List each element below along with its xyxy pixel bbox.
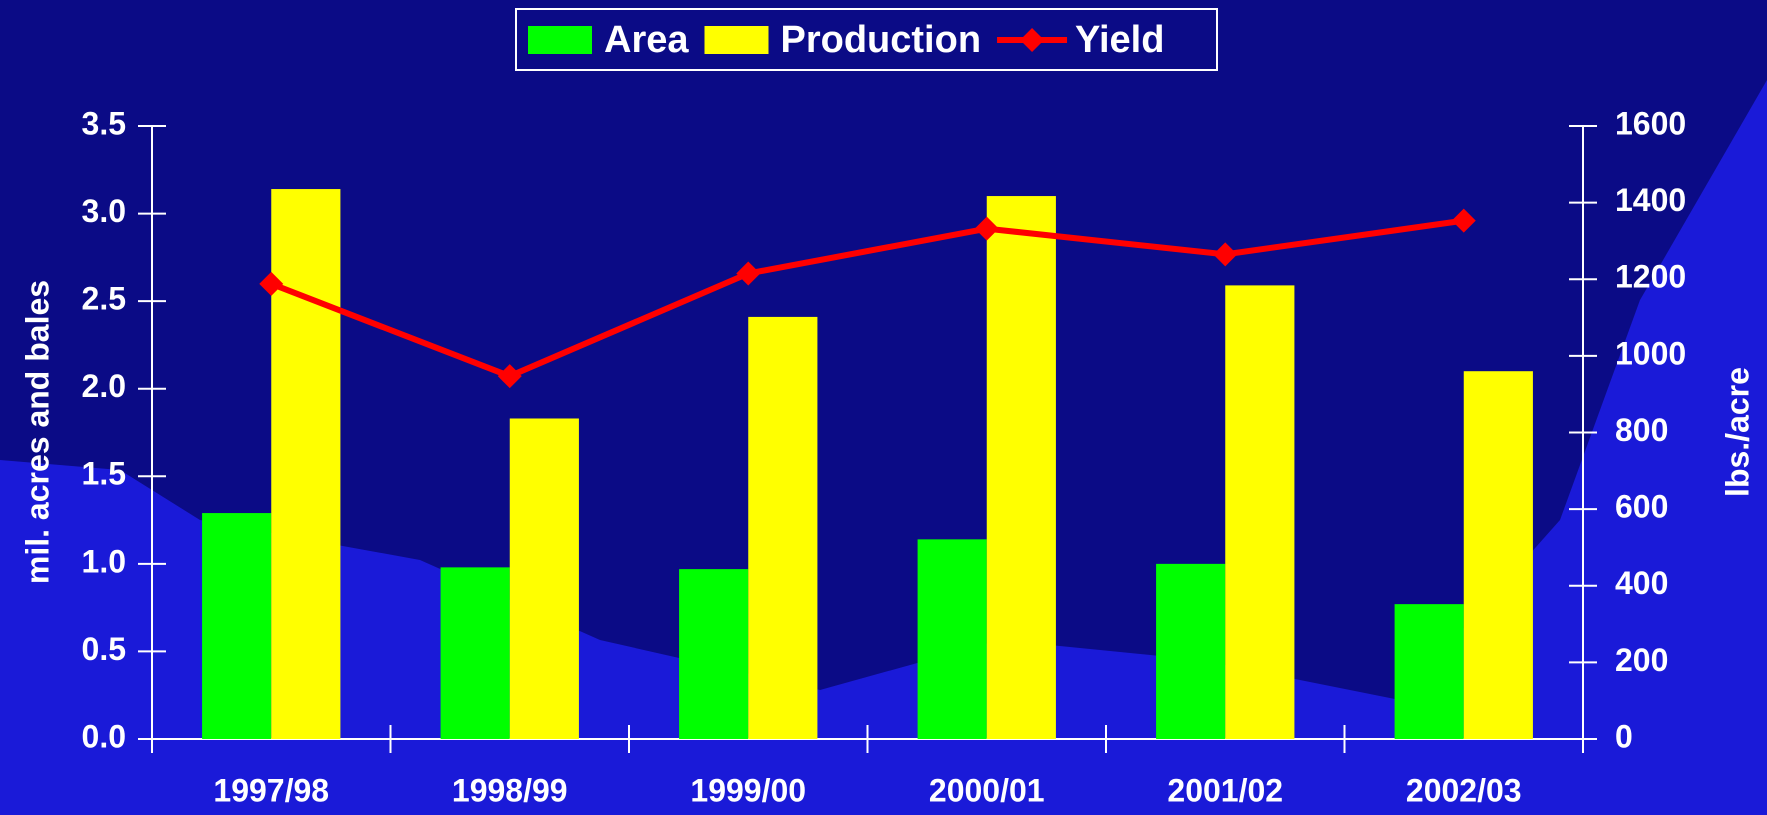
y2-tick-label: 1200 [1615, 259, 1686, 295]
y2-tick-label: 0 [1615, 718, 1633, 754]
y-axis-title: mil. acres and bales [19, 280, 55, 584]
y2-tick-label: 800 [1615, 412, 1668, 448]
yield-marker [736, 261, 761, 286]
legend-label: Area [604, 19, 689, 61]
yield-line [270, 217, 1465, 380]
legend-box [515, 8, 1218, 71]
bar [509, 418, 579, 739]
y2-tick-label: 400 [1615, 565, 1668, 601]
y2-tick-label: 1600 [1615, 105, 1686, 141]
x-tick-label: 2002/03 [1406, 772, 1522, 808]
legend-label: Production [781, 19, 982, 61]
bar [917, 539, 987, 739]
bar [1463, 371, 1533, 739]
bar [202, 513, 272, 739]
yield-marker [497, 364, 522, 389]
legend-swatch [704, 26, 769, 54]
yield-marker [1451, 208, 1476, 233]
y-tick-label: 3.5 [82, 105, 126, 141]
y2-tick-label: 200 [1615, 642, 1668, 678]
legend-label: Yield [1075, 19, 1164, 61]
bar [1394, 604, 1464, 739]
y2-tick-label: 1400 [1615, 182, 1686, 218]
y2-tick-label: 600 [1615, 489, 1668, 525]
x-tick-label: 1998/99 [452, 772, 568, 808]
x-tick-label: 1999/00 [690, 772, 806, 808]
x-tick-label: 2001/02 [1167, 772, 1283, 808]
yield-marker [259, 271, 284, 296]
y-tick-label: 2.5 [82, 281, 126, 317]
bar [1156, 563, 1226, 739]
bar [440, 567, 510, 739]
y-tick-label: 3.0 [82, 193, 126, 229]
bar [271, 189, 341, 740]
y2-tick-label: 1000 [1615, 335, 1686, 371]
y2-axis-title: lbs./acre [1719, 367, 1755, 497]
legend-marker [1020, 28, 1045, 52]
bar [1225, 285, 1295, 739]
y-tick-label: 1.5 [82, 456, 126, 492]
y-tick-label: 2.0 [82, 368, 126, 404]
bar [748, 316, 818, 739]
yield-marker [1213, 242, 1238, 267]
x-tick-label: 2000/01 [929, 772, 1045, 808]
y-tick-label: 0.5 [82, 631, 126, 667]
x-tick-label: 1997/98 [213, 772, 329, 808]
y-tick-label: 1.0 [82, 543, 126, 579]
bar [679, 569, 749, 739]
legend-swatch [528, 26, 592, 54]
bar [986, 196, 1056, 740]
yield-marker [974, 216, 999, 241]
y-tick-label: 0.0 [82, 718, 126, 754]
